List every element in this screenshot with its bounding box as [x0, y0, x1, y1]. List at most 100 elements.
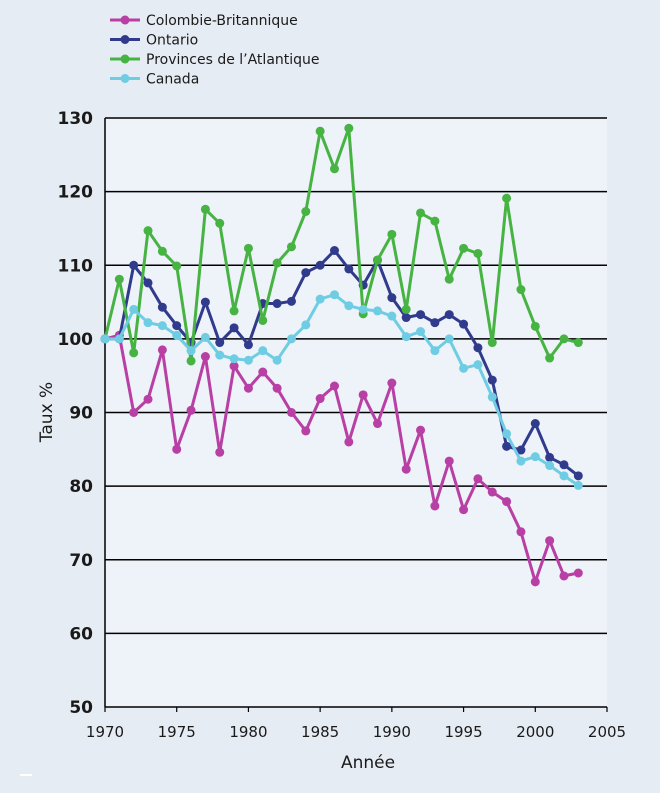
data-point: [286, 242, 296, 252]
data-point: [444, 456, 454, 466]
x-tick-label: 1985: [301, 723, 339, 741]
data-point: [200, 204, 210, 214]
data-point: [129, 260, 139, 270]
data-point: [559, 460, 569, 470]
y-tick-label: 90: [69, 404, 93, 424]
legend-item: Provinces de l’Atlantique: [110, 52, 320, 68]
data-point: [516, 285, 526, 295]
data-point: [272, 258, 282, 268]
data-point: [200, 297, 210, 307]
y-tick-label: 100: [58, 330, 94, 350]
x-tick-label: 1975: [158, 723, 196, 741]
legend-item: Ontario: [110, 33, 198, 49]
data-point: [530, 452, 540, 462]
data-point: [573, 480, 583, 490]
data-point: [373, 306, 383, 316]
data-point: [473, 474, 483, 484]
data-point: [100, 334, 110, 344]
x-tick-label: 2005: [588, 723, 626, 741]
data-point: [243, 383, 253, 393]
data-point: [401, 304, 411, 314]
y-tick-label: 110: [58, 256, 94, 276]
data-point: [530, 321, 540, 331]
data-point: [329, 164, 339, 174]
data-point: [530, 577, 540, 587]
data-point: [401, 464, 411, 474]
data-point: [129, 304, 139, 314]
legend-label: Ontario: [146, 33, 198, 49]
series-3: [100, 290, 583, 490]
data-point: [229, 323, 239, 333]
data-point: [430, 501, 440, 511]
data-point: [487, 392, 497, 402]
data-point: [315, 260, 325, 270]
data-point: [487, 338, 497, 348]
data-point: [545, 461, 555, 471]
data-point: [430, 318, 440, 328]
data-point: [143, 278, 153, 288]
data-point: [573, 568, 583, 578]
data-point: [502, 193, 512, 203]
data-point: [387, 378, 397, 388]
data-point: [143, 226, 153, 236]
data-point: [430, 216, 440, 226]
data-point: [301, 207, 311, 217]
x-tick-label: 1995: [444, 723, 482, 741]
data-point: [358, 304, 368, 314]
legend-label: Canada: [146, 72, 199, 88]
series-line: [103, 126, 580, 363]
x-axis-label: Année: [341, 753, 395, 773]
legend: Colombie-Britannique Ontario Provinces de …: [110, 13, 320, 88]
data-point: [459, 243, 469, 253]
data-point: [157, 302, 167, 312]
data-point: [172, 261, 182, 271]
legend-item: Colombie-Britannique: [110, 13, 298, 29]
data-point: [344, 264, 354, 274]
data-point: [215, 350, 225, 360]
axes: [104, 118, 608, 712]
y-axis-label: Taux %: [37, 382, 57, 443]
data-point: [229, 361, 239, 371]
data-point: [301, 268, 311, 278]
data-point: [573, 471, 583, 481]
data-point: [143, 318, 153, 328]
data-point: [387, 293, 397, 303]
data-point: [172, 444, 182, 454]
y-tick-label: 120: [58, 183, 94, 203]
data-point: [272, 299, 282, 309]
x-tick-label: 1980: [229, 723, 267, 741]
data-point: [186, 356, 196, 366]
data-point: [258, 367, 268, 377]
data-point: [387, 229, 397, 239]
data-point: [329, 290, 339, 300]
data-point: [502, 441, 512, 451]
series-line: [103, 333, 580, 584]
data-point: [229, 306, 239, 316]
data-point: [301, 426, 311, 436]
y-tick-label: 80: [69, 477, 93, 497]
data-point: [502, 497, 512, 507]
legend-label: Colombie-Britannique: [146, 13, 298, 29]
data-point: [315, 394, 325, 404]
data-point: [215, 218, 225, 228]
legend-item: Canada: [110, 72, 199, 88]
data-point: [272, 383, 282, 393]
data-point: [215, 447, 225, 457]
legend-swatch-marker: [120, 74, 130, 83]
data-point: [444, 310, 454, 320]
series-line: [103, 293, 580, 487]
data-point: [329, 246, 339, 256]
data-point: [516, 456, 526, 466]
data-point: [272, 355, 282, 365]
data-point: [416, 208, 426, 218]
data-point: [186, 346, 196, 356]
series-layer: [100, 123, 583, 587]
data-point: [114, 274, 124, 284]
data-point: [186, 405, 196, 415]
data-point: [530, 419, 540, 429]
data-point: [545, 452, 555, 462]
y-tick-label: 130: [58, 109, 94, 129]
data-point: [172, 330, 182, 340]
data-point: [215, 338, 225, 348]
data-point: [114, 334, 124, 344]
